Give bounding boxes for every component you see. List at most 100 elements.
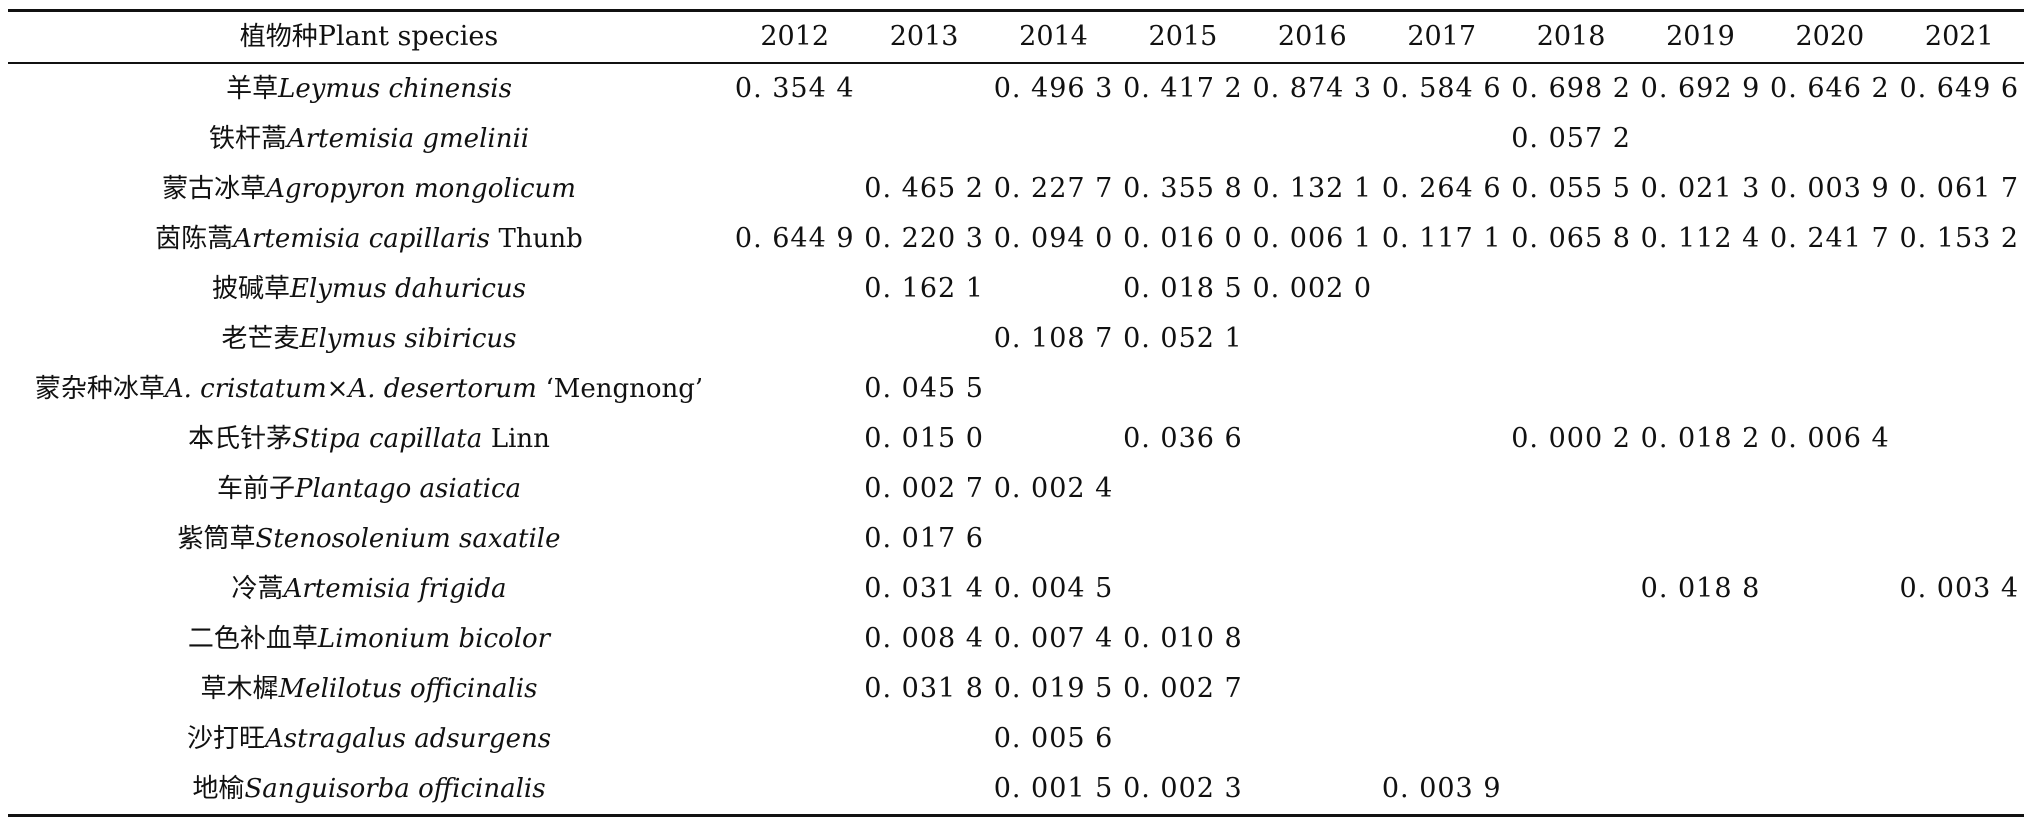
value-cell: 0. 002 7	[1123, 673, 1243, 704]
value-cell	[1248, 364, 1377, 414]
species-name-cn: 冷蒿	[231, 574, 284, 604]
value-cell: 0. 003 9	[1381, 773, 1502, 804]
value-cell: 0. 002 7	[864, 473, 984, 504]
value-cell	[1377, 514, 1506, 564]
species-name-cn: 老芒麦	[221, 324, 300, 354]
value-cell	[730, 164, 859, 214]
species-name-cn: 蒙杂种冰草	[34, 374, 165, 404]
value-cell	[1506, 314, 1635, 364]
value-cell	[1895, 514, 2024, 564]
value-cell	[1765, 364, 1894, 414]
value-cell	[1765, 714, 1894, 764]
species-name-cn: 羊草	[226, 74, 279, 104]
value-cell	[1895, 664, 2024, 714]
value-cell: 0. 646 2	[1770, 73, 1890, 104]
value-cell	[1506, 664, 1635, 714]
value-cell	[1765, 464, 1894, 514]
species-column-header: 植物种Plant species	[8, 11, 730, 64]
value-cell	[1248, 664, 1377, 714]
species-name-scientific: Stenosolenium saxatile	[255, 524, 561, 554]
value-cell: 0. 003 9	[1770, 173, 1890, 204]
value-cell	[1377, 314, 1506, 364]
table-row: 草木樨Melilotus officinalis 0. 031 8 0. 019 5…	[8, 664, 2024, 714]
value-cell	[730, 514, 859, 564]
table-row: 沙打旺Astragalus adsurgens 0. 005 6	[8, 714, 2024, 764]
value-cell	[730, 264, 859, 314]
value-cell	[1377, 264, 1506, 314]
value-cell	[1248, 564, 1377, 614]
value-cell	[1636, 714, 1765, 764]
value-cell	[1118, 714, 1247, 764]
value-cell: 0. 153 2	[1899, 223, 2020, 254]
value-cell: 0. 061 7	[1899, 173, 2020, 204]
value-cell	[989, 514, 1118, 564]
value-cell	[859, 714, 988, 764]
species-name-cn: 紫筒草	[177, 524, 256, 554]
value-cell	[730, 764, 859, 816]
value-cell	[1377, 614, 1506, 664]
value-cell	[730, 464, 859, 514]
value-cell	[859, 114, 988, 164]
species-cell: 紫筒草Stenosolenium saxatile	[8, 514, 730, 564]
value-cell	[1118, 564, 1247, 614]
value-cell	[730, 364, 859, 414]
value-cell	[859, 764, 988, 816]
value-cell	[1248, 714, 1377, 764]
value-cell	[1895, 714, 2024, 764]
table-row: 本氏针茅Stipa capillata Linn 0. 015 0 0. 036 6…	[8, 414, 2024, 464]
header-row: 植物种Plant species 2012 2013 2014 2015 2016 201…	[8, 10, 2024, 64]
value-cell	[1895, 414, 2024, 464]
species-name-scientific: Elymus sibiricus	[299, 324, 517, 354]
value-cell	[1248, 514, 1377, 564]
value-cell: 0. 220 3	[864, 223, 984, 254]
value-cell: 0. 094 0	[993, 223, 1114, 254]
species-name-scientific: Sanguisorba officinalis	[244, 774, 546, 804]
value-cell	[1765, 614, 1894, 664]
importance-value-table: 植物种Plant species 2012 2013 2014 2015 2016 201…	[8, 9, 2024, 817]
value-cell	[1765, 264, 1894, 314]
value-cell: 0. 015 0	[864, 423, 984, 454]
value-cell: 0. 355 8	[1123, 173, 1243, 204]
value-cell	[989, 114, 1118, 164]
value-cell	[1377, 714, 1506, 764]
year-column-header: 2021	[1924, 21, 1994, 52]
value-cell	[1895, 264, 2024, 314]
species-name-cn: 沙打旺	[186, 724, 265, 754]
value-cell	[1118, 114, 1247, 164]
value-cell	[1636, 514, 1765, 564]
value-cell: 0. 417 2	[1123, 73, 1243, 104]
value-cell	[730, 414, 859, 464]
value-cell: 0. 010 8	[1123, 623, 1243, 654]
value-cell: 0. 008 4	[864, 623, 984, 654]
value-cell: 0. 036 6	[1123, 423, 1243, 454]
species-author: Linn	[490, 424, 550, 454]
value-cell	[1506, 264, 1635, 314]
value-cell	[1377, 364, 1506, 414]
value-cell	[1506, 564, 1635, 614]
value-cell	[1895, 464, 2024, 514]
value-cell	[1248, 314, 1377, 364]
value-cell: 0. 002 0	[1252, 273, 1373, 304]
table-row: 冷蒿Artemisia frigida 0. 031 4 0. 004 5 0. 01…	[8, 564, 2024, 614]
value-cell	[1377, 564, 1506, 614]
value-cell	[1636, 764, 1765, 816]
species-cell: 铁杆蒿Artemisia gmelinii	[8, 114, 730, 164]
species-name-scientific: Plantago asiatica	[294, 474, 522, 504]
species-cell: 披碱草Elymus dahuricus	[8, 264, 730, 314]
table-row: 二色补血草Limonium bicolor 0. 008 4 0. 007 4 0. …	[8, 614, 2024, 664]
value-cell	[1895, 114, 2024, 164]
value-cell	[1636, 114, 1765, 164]
value-cell	[1377, 664, 1506, 714]
year-column-header: 2020	[1795, 21, 1865, 52]
value-cell: 0. 227 7	[993, 173, 1114, 204]
value-cell: 0. 264 6	[1381, 173, 1502, 204]
value-cell: 0. 006 4	[1770, 423, 1890, 454]
year-column-header: 2017	[1407, 21, 1477, 52]
value-cell: 0. 055 5	[1511, 173, 1631, 204]
species-name-scientific: Artemisia capillaris	[233, 224, 490, 254]
value-cell: 0. 004 5	[993, 573, 1114, 604]
value-cell	[989, 264, 1118, 314]
value-cell: 0. 496 3	[993, 73, 1114, 104]
species-cell: 蒙古冰草Agropyron mongolicum	[8, 164, 730, 214]
species-name-cn: 披碱草	[211, 274, 290, 304]
